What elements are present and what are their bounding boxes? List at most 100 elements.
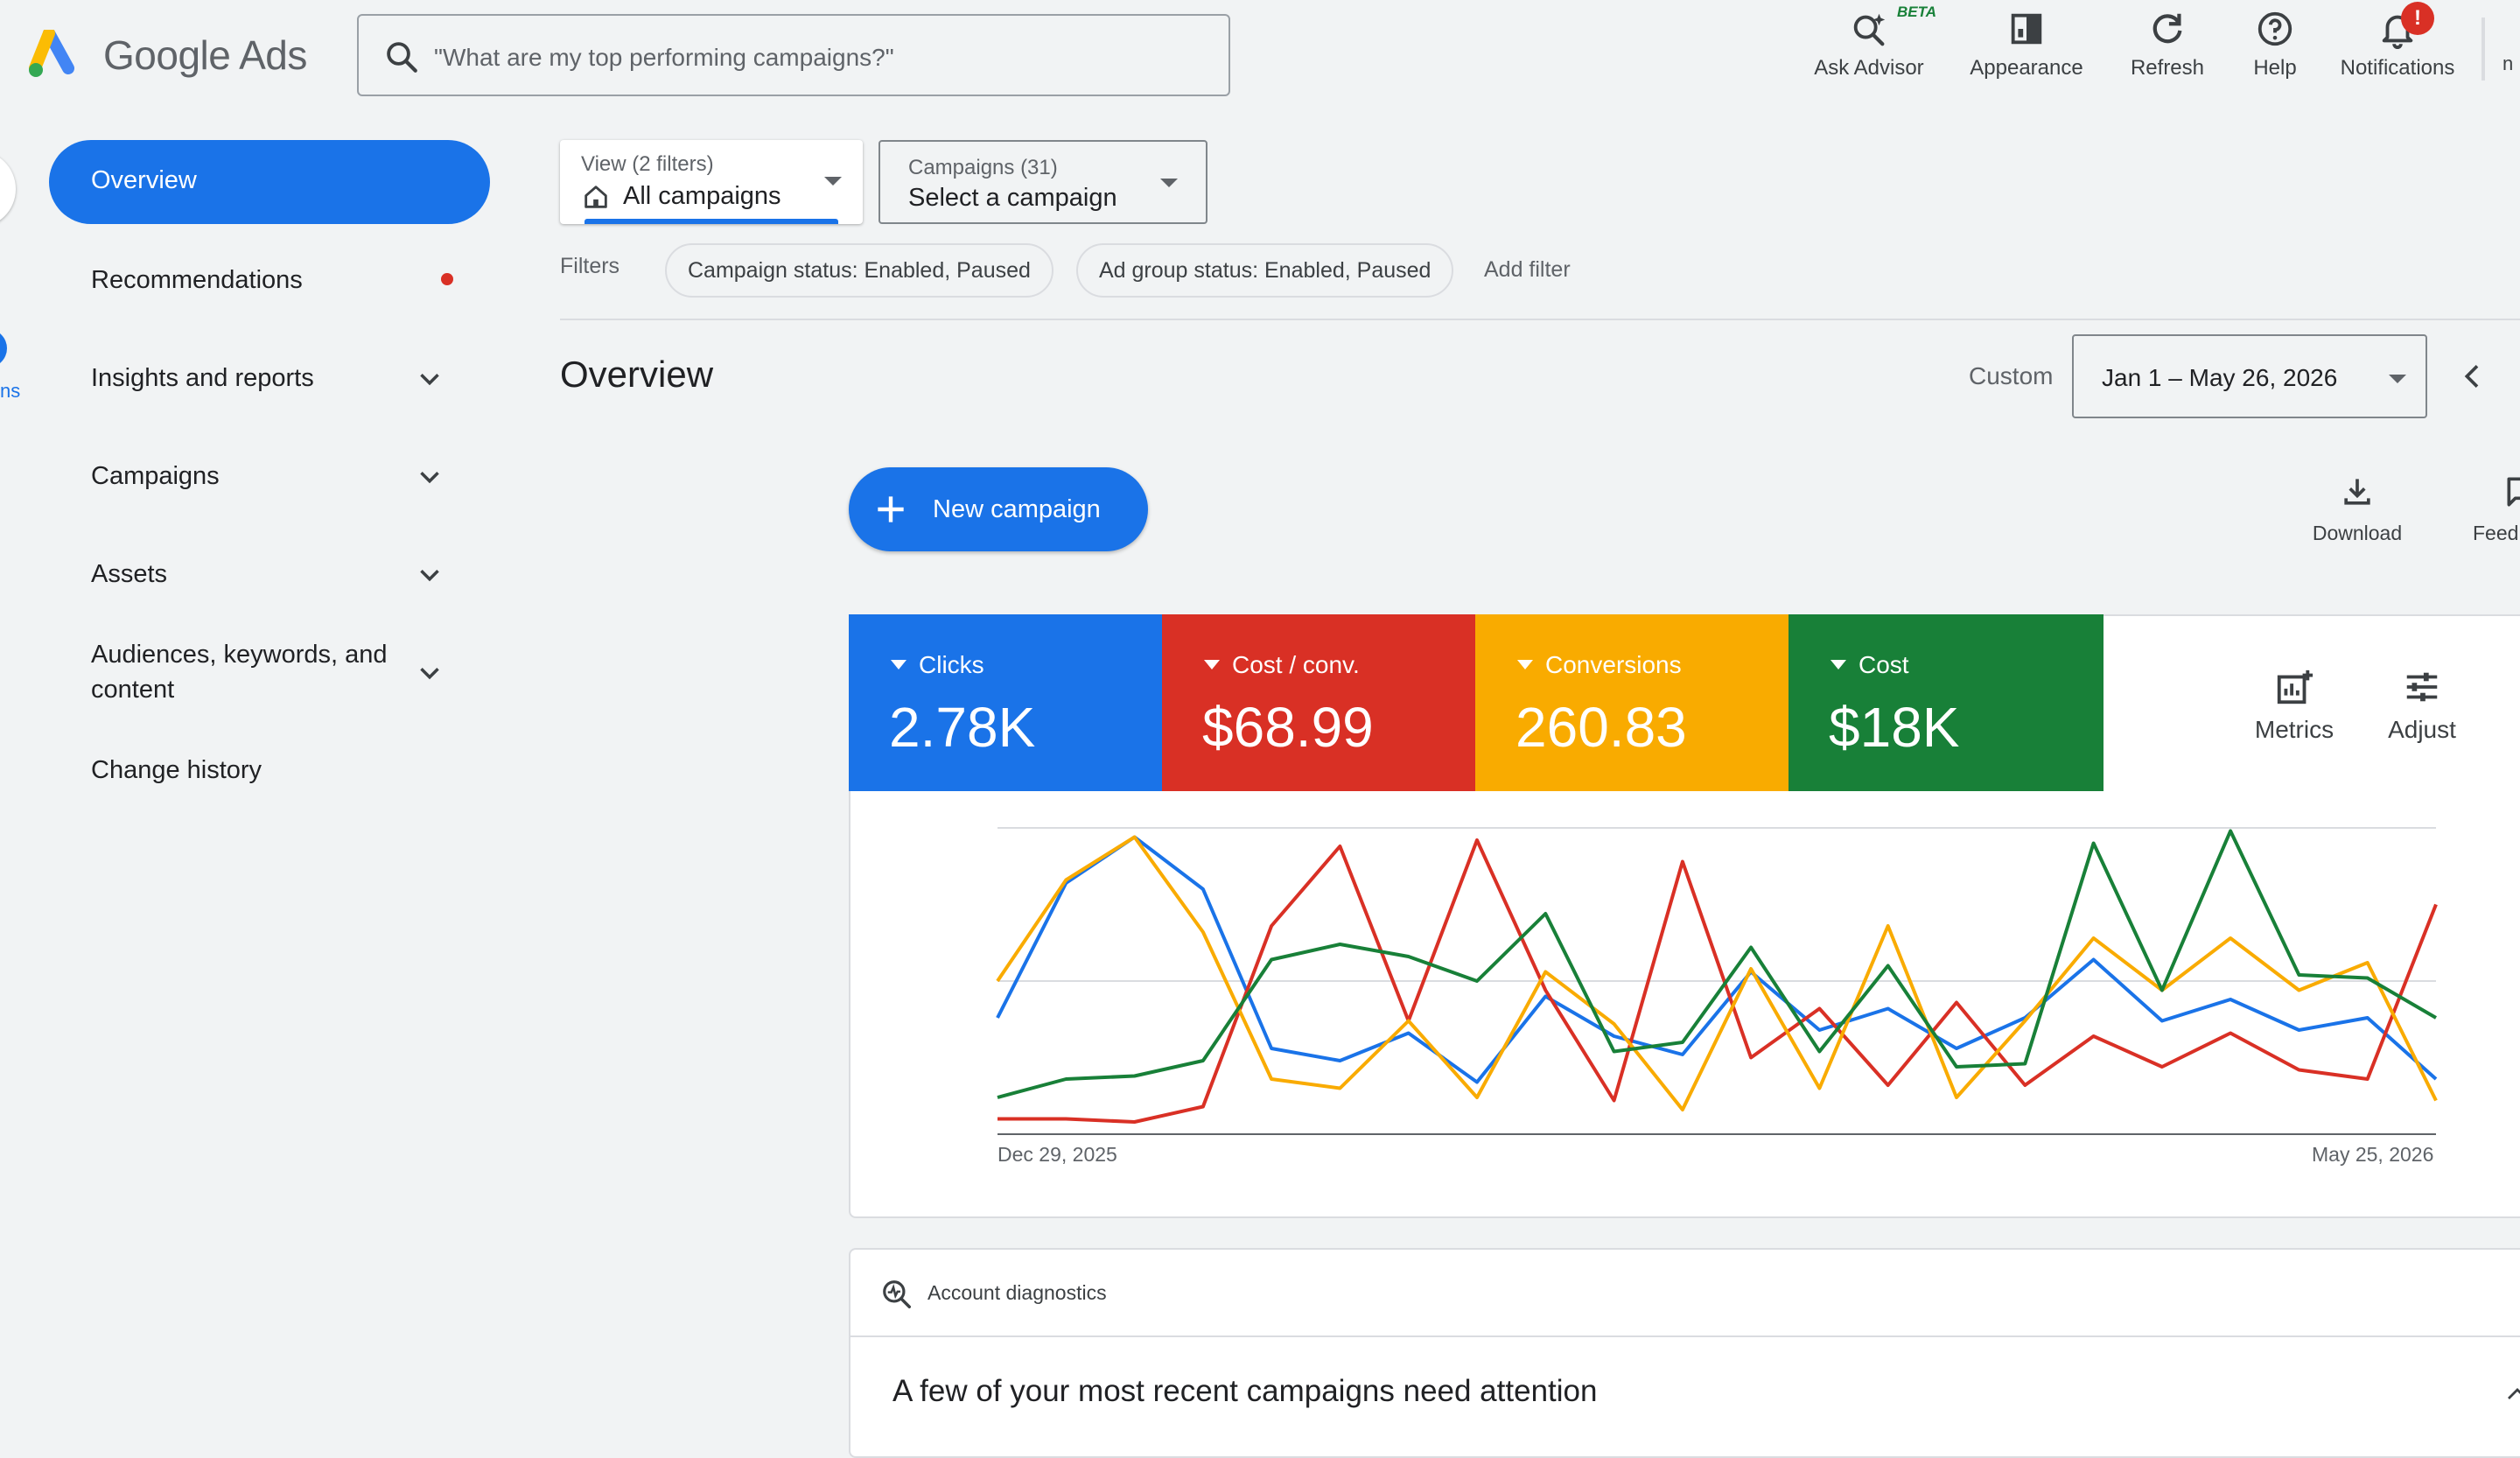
nav-item-label: Overview [91, 166, 197, 194]
metric-value: $18K [1829, 696, 1960, 759]
campaign-selector-value: Select a campaign [908, 184, 1117, 212]
metric-name: Conversions [1517, 651, 1682, 679]
date-range-value: Jan 1 – May 26, 2026 [2102, 364, 2338, 391]
rail-active-indicator [0, 329, 7, 368]
metrics-label: Metrics [2254, 716, 2334, 743]
overflow-label-fragment: n [2502, 53, 2514, 74]
series-line-cost-conv- [998, 838, 2438, 1124]
account-diagnostics-card: Account diagnostics A few of your most r… [849, 1248, 2520, 1458]
feedback-label-fragment: Feed [2473, 522, 2519, 544]
nav-item-insights-and-reports[interactable]: Insights and reports [91, 364, 314, 392]
create-button[interactable] [0, 151, 16, 228]
date-range-picker[interactable]: Jan 1 – May 26, 2026 [2072, 334, 2427, 418]
performance-line-chart [996, 827, 2438, 1135]
diagnostics-divider [850, 1335, 2520, 1337]
metric-tile-conversions[interactable]: Conversions 260.83 [1475, 614, 1788, 791]
diagnostics-icon [883, 1280, 911, 1308]
notifications-button[interactable]: Notifications [2331, 9, 2464, 88]
chevron-left-icon[interactable] [2455, 359, 2490, 394]
beta-badge: BETA [1897, 4, 1937, 20]
x-axis-start-label: Dec 29, 2025 [998, 1143, 1117, 1166]
metric-value: $68.99 [1202, 696, 1374, 759]
campaign-selector[interactable]: Campaigns (31) Select a campaign [878, 140, 1208, 224]
add-chart-icon [2277, 669, 2314, 704]
metric-name: Cost [1830, 651, 1909, 679]
series-line-conversions [996, 835, 2438, 1111]
filters-label: Filters [560, 254, 620, 278]
recommendations-alert-dot [441, 273, 453, 285]
filter-divider [560, 319, 2520, 320]
series-line-clicks [996, 835, 2438, 1084]
nav-item-recommendations[interactable]: Recommendations [91, 266, 303, 294]
view-selector[interactable]: View (2 filters) All campaigns [560, 140, 863, 224]
refresh-label: Refresh [2130, 56, 2205, 80]
nav-item-audiences-keywords-content[interactable]: Audiences, keywords, and content [91, 641, 388, 704]
app-name: Google Ads [103, 32, 307, 78]
help-label: Help [2253, 56, 2297, 80]
metric-tile-cost[interactable]: Cost $18K [1788, 614, 2104, 791]
toolbar-divider [2482, 18, 2485, 81]
filter-chip-ad-group-status[interactable]: Ad group status: Enabled, Paused [1076, 243, 1454, 298]
help-button[interactable]: Help [2240, 9, 2310, 88]
tune-icon [2406, 672, 2438, 702]
chevron-down-icon[interactable] [413, 362, 446, 396]
new-campaign-button[interactable]: New campaign [849, 467, 1148, 551]
metric-tile-cost-per-conv[interactable]: Cost / conv. $68.99 [1162, 614, 1475, 791]
page-title: Overview [560, 354, 714, 395]
chevron-down-icon[interactable] [413, 460, 446, 494]
diagnostics-message: A few of your most recent campaigns need… [892, 1374, 1598, 1408]
dropdown-arrow-icon [824, 177, 842, 186]
refresh-button[interactable]: Refresh [2118, 9, 2217, 88]
metrics-button[interactable]: Metrics [2242, 667, 2347, 744]
nav-item-campaigns[interactable]: Campaigns [91, 462, 220, 490]
new-campaign-label: New campaign [933, 495, 1101, 523]
download-label: Download [2312, 522, 2403, 544]
refresh-icon [2152, 13, 2182, 44]
ask-advisor-label: Ask Advisor [1814, 56, 1924, 80]
feedback-button[interactable]: Feed [2473, 473, 2520, 545]
nav-item-change-history[interactable]: Change history [91, 756, 262, 784]
nav-item-overview[interactable]: Overview [49, 140, 490, 224]
series-line-cost [997, 829, 2438, 1099]
download-icon [2344, 479, 2370, 505]
view-selector-sublabel: View (2 filters) [581, 152, 714, 176]
nav-item-assets[interactable]: Assets [91, 560, 168, 588]
chevron-down-icon[interactable] [413, 558, 446, 592]
help-icon [2258, 11, 2292, 46]
date-mode-label: Custom [1969, 362, 2054, 389]
metric-name: Cost / conv. [1204, 651, 1360, 679]
notifications-label: Notifications [2340, 56, 2455, 80]
metric-value: 260.83 [1516, 696, 1687, 759]
add-filter-button[interactable]: Add filter [1484, 257, 1571, 282]
adjust-label: Adjust [2388, 716, 2456, 743]
adjust-button[interactable]: Adjust [2370, 667, 2474, 744]
home-icon [584, 186, 607, 208]
search-icon [387, 42, 417, 73]
rail-item-label-fragment: ns [0, 380, 21, 402]
view-selector-active-underline [584, 219, 838, 224]
metric-value: 2.78K [889, 696, 1036, 759]
chevron-down-icon[interactable] [413, 656, 446, 690]
appearance-button[interactable]: Appearance [1965, 9, 2088, 88]
diagnostics-header: Account diagnostics [928, 1281, 1107, 1304]
search-bar[interactable]: "What are my top performing campaigns?" [357, 14, 1230, 96]
x-axis-end-label: May 25, 2026 [2312, 1143, 2434, 1166]
feedback-icon [2507, 477, 2520, 507]
dropdown-arrow-icon [1160, 179, 1178, 187]
chevron-up-icon[interactable] [2504, 1381, 2520, 1407]
notification-alert-badge: ! [2401, 2, 2434, 35]
plus-icon [878, 496, 904, 522]
metric-name: Clicks [891, 651, 984, 679]
ask-advisor-icon [1853, 13, 1886, 46]
appearance-icon [2011, 13, 2042, 45]
google-ads-logo-icon [29, 30, 74, 77]
campaign-selector-sublabel: Campaigns (31) [908, 156, 1058, 179]
appearance-label: Appearance [1970, 56, 2083, 80]
view-selector-value: All campaigns [623, 182, 781, 210]
ask-advisor-button[interactable]: Ask Advisor [1808, 9, 1930, 88]
search-placeholder: "What are my top performing campaigns?" [434, 44, 894, 71]
download-button[interactable]: Download [2292, 473, 2422, 545]
metric-tile-clicks[interactable]: Clicks 2.78K [849, 614, 1162, 791]
filter-chip-campaign-status[interactable]: Campaign status: Enabled, Paused [665, 243, 1054, 298]
dropdown-arrow-icon [2389, 375, 2406, 383]
